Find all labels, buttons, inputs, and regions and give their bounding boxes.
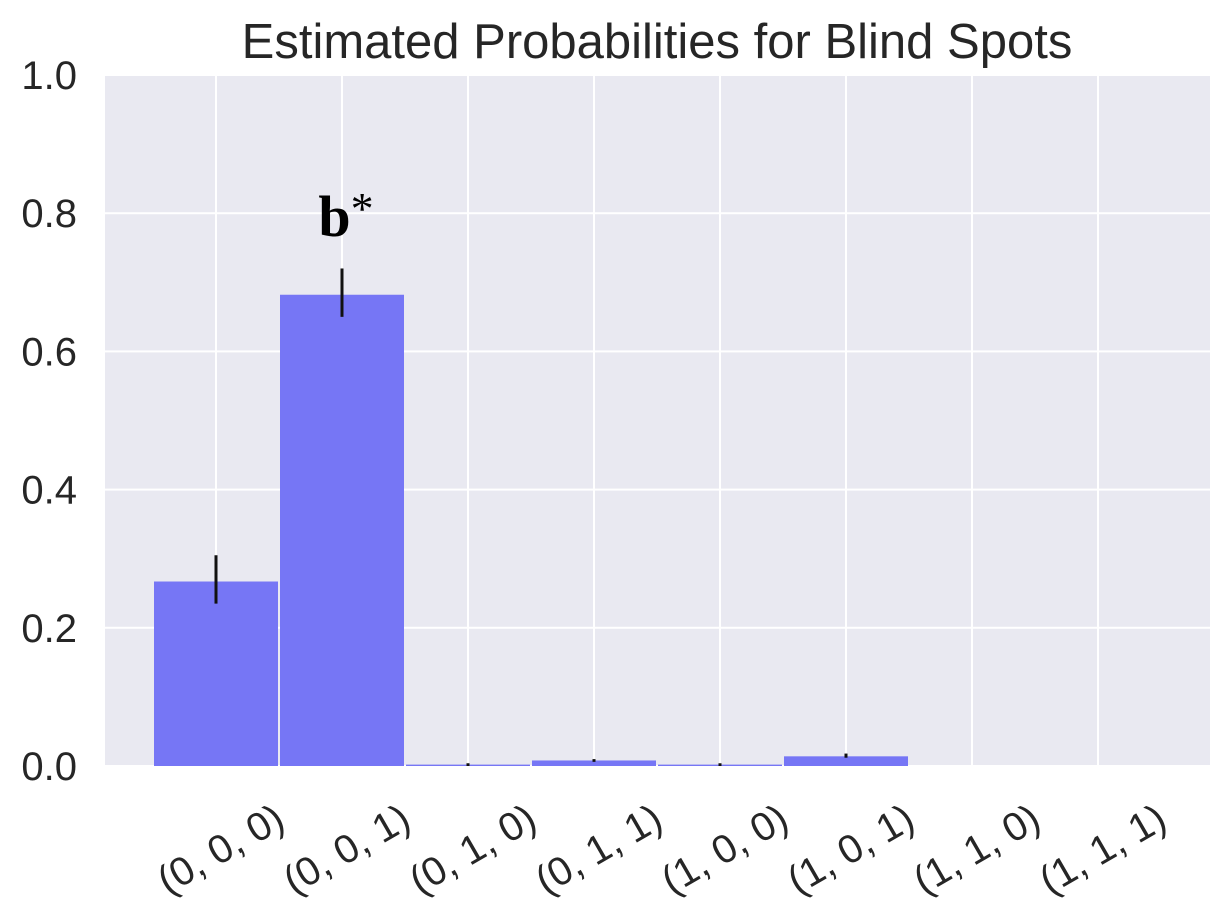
annotation-suffix: * (351, 183, 374, 234)
annotation-main: b (318, 184, 350, 249)
bar (154, 581, 278, 766)
y-tick-label: 0.8 (21, 192, 77, 236)
x-tick-label: (0, 0, 1) (276, 796, 417, 903)
y-tick-label: 0.2 (21, 607, 77, 651)
y-tick-label: 0.6 (21, 330, 77, 374)
x-tick-label: (0, 0, 0) (150, 796, 291, 903)
x-tick-label: (1, 1, 1) (1032, 796, 1173, 903)
x-tick-label: (1, 1, 0) (906, 796, 1047, 903)
x-tick-labels: (0, 0, 0)(0, 0, 1)(0, 1, 0)(0, 1, 1)(1, … (150, 796, 1173, 903)
x-tick-label: (0, 1, 1) (528, 796, 669, 903)
x-tick-label: (0, 1, 0) (402, 796, 543, 903)
bar (784, 756, 908, 766)
error-bars (214, 268, 848, 766)
chart-title: Estimated Probabilities for Blind Spots (242, 15, 1073, 69)
x-tick-label: (1, 0, 0) (654, 796, 795, 903)
bars (154, 294, 908, 766)
y-tick-label: 1.0 (21, 54, 77, 98)
y-tick-labels: 0.0 0.2 0.4 0.6 0.8 1.0 (21, 54, 77, 789)
annotations: b* (318, 183, 373, 249)
bar-annotation: b* (318, 183, 373, 249)
bar (280, 294, 404, 766)
y-tick-label: 0.0 (21, 745, 77, 789)
bar (532, 760, 656, 766)
y-tick-label: 0.4 (21, 469, 77, 513)
x-tick-label: (1, 0, 1) (780, 796, 921, 903)
